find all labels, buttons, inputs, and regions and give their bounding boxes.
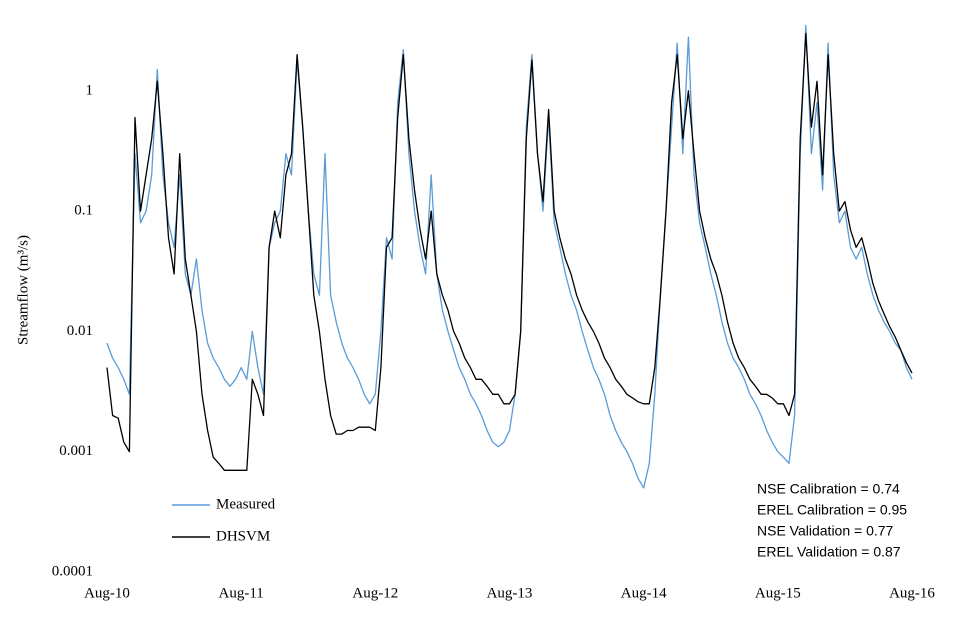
legend-label: Measured [216, 496, 276, 512]
x-tick-label: Aug-12 [352, 585, 398, 601]
annotation: EREL Validation = 0.87 [757, 544, 901, 560]
y-tick-label: 0.0001 [52, 563, 93, 579]
annotation: NSE Calibration = 0.74 [757, 481, 900, 497]
x-tick-label: Aug-16 [889, 585, 935, 601]
x-tick-label: Aug-14 [621, 585, 667, 601]
series-line [106, 24, 913, 489]
y-axis-label: Streamflow (m³/s) [15, 235, 31, 345]
series-line [106, 32, 913, 471]
y-tick-label: 1 [86, 82, 94, 98]
annotation: EREL Calibration = 0.95 [757, 502, 907, 518]
annotation: NSE Validation = 0.77 [757, 523, 894, 539]
x-tick-label: Aug-15 [755, 585, 801, 601]
x-tick-label: Aug-11 [219, 585, 264, 601]
y-tick-label: 0.1 [74, 203, 93, 219]
x-tick-label: Aug-10 [84, 585, 130, 601]
y-tick-label: 0.01 [67, 323, 93, 339]
x-tick-label: Aug-13 [487, 585, 533, 601]
y-tick-label: 0.001 [59, 443, 93, 459]
legend-label: DHSVM [216, 528, 270, 544]
